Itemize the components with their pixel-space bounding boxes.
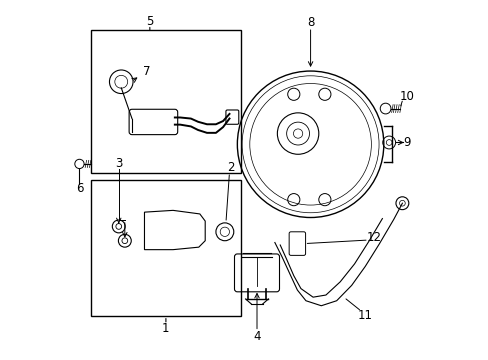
Text: 2: 2 bbox=[227, 161, 234, 174]
Text: 5: 5 bbox=[146, 14, 153, 27]
Text: 11: 11 bbox=[357, 309, 372, 321]
Text: 1: 1 bbox=[162, 322, 169, 335]
Text: 8: 8 bbox=[306, 16, 314, 29]
Text: 10: 10 bbox=[399, 90, 414, 103]
Bar bbox=[91, 180, 241, 316]
Text: 6: 6 bbox=[76, 183, 83, 195]
Bar bbox=[91, 30, 241, 173]
Text: 3: 3 bbox=[115, 157, 122, 170]
Text: 12: 12 bbox=[366, 231, 381, 244]
Text: 7: 7 bbox=[132, 64, 150, 82]
Text: 9: 9 bbox=[403, 136, 410, 149]
Text: 4: 4 bbox=[253, 330, 260, 343]
